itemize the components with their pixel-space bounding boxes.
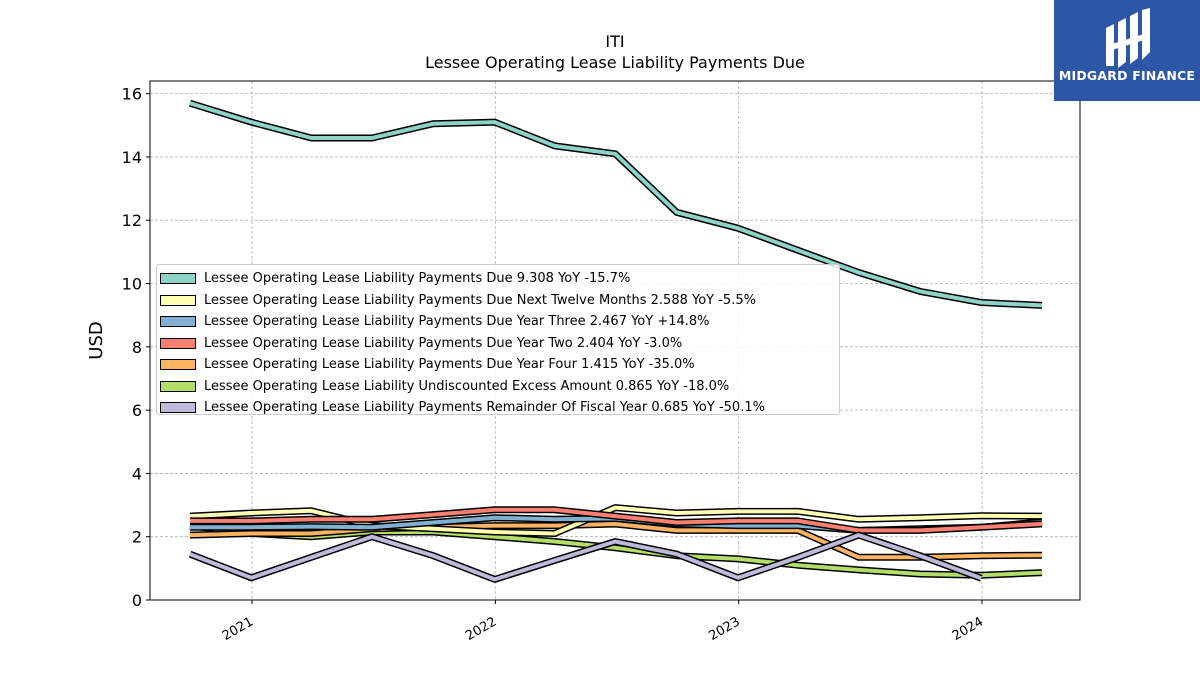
legend-item: Lessee Operating Lease Liability Payment… — [160, 333, 839, 355]
y-tick-label: 10 — [122, 275, 142, 294]
legend-label: Lessee Operating Lease Liability Payment… — [204, 271, 631, 287]
chart-legend: Lessee Operating Lease Liability Payment… — [156, 264, 840, 415]
y-tick-label: 16 — [122, 85, 142, 104]
legend-label: Lessee Operating Lease Liability Payment… — [204, 292, 756, 308]
series-line — [189, 533, 982, 582]
legend-label: Lessee Operating Lease Liability Payment… — [204, 335, 683, 351]
legend-swatch — [160, 359, 196, 371]
chart-ticker: ITI — [605, 32, 625, 51]
series-line — [190, 507, 1043, 533]
y-tick-label: 14 — [122, 148, 142, 167]
legend-swatch — [160, 316, 196, 328]
legend-swatch — [160, 273, 196, 285]
legend-item: Lessee Operating Lease Liability Payment… — [160, 268, 839, 290]
legend-item: Lessee Operating Lease Liability Payment… — [160, 311, 839, 333]
plot-frame — [149, 80, 1081, 601]
series-1 — [189, 504, 1043, 537]
midgard-monogram-icon — [1106, 8, 1150, 68]
legend-swatch — [160, 337, 196, 349]
series-0 — [188, 99, 1043, 309]
legend-item: Lessee Operating Lease Liability Payment… — [160, 290, 839, 312]
series-3 — [190, 506, 1043, 534]
y-tick-label: 12 — [122, 211, 142, 230]
legend-item: Lessee Operating Lease Liability Payment… — [160, 397, 839, 419]
legend-item: Lessee Operating Lease Liability Undisco… — [160, 376, 839, 398]
series-line — [189, 101, 1043, 308]
y-tick-label: 0 — [132, 591, 142, 610]
legend-label: Lessee Operating Lease Liability Payment… — [204, 357, 695, 373]
legend-label: Lessee Operating Lease Liability Payment… — [204, 400, 765, 416]
chart-title: Lessee Operating Lease Liability Payment… — [425, 53, 805, 72]
legend-item: Lessee Operating Lease Liability Payment… — [160, 354, 839, 376]
x-tick-label: 2023 — [707, 614, 743, 644]
x-tick-label: 2022 — [463, 614, 499, 644]
legend-label: Lessee Operating Lease Liability Undisco… — [204, 378, 730, 394]
y-tick-label: 2 — [132, 528, 142, 547]
brand-logo: MIDGARD FINANCE — [1054, 0, 1200, 101]
x-tick-label: 2024 — [950, 614, 986, 644]
x-tick-label: 2021 — [220, 614, 256, 644]
legend-swatch — [160, 402, 196, 414]
legend-label: Lessee Operating Lease Liability Payment… — [204, 314, 710, 330]
series-4 — [189, 520, 1043, 561]
y-axis-label: USD — [86, 321, 107, 359]
y-tick-label: 4 — [132, 464, 142, 483]
legend-swatch — [160, 380, 196, 392]
series-6 — [188, 531, 983, 583]
logo-text: MIDGARD FINANCE — [1058, 68, 1196, 83]
series-line — [189, 522, 1043, 560]
y-tick-label: 8 — [132, 338, 142, 357]
y-tick-label: 6 — [132, 401, 142, 420]
legend-swatch — [160, 294, 196, 306]
series-line — [189, 505, 1043, 536]
series-layer — [188, 99, 1043, 583]
